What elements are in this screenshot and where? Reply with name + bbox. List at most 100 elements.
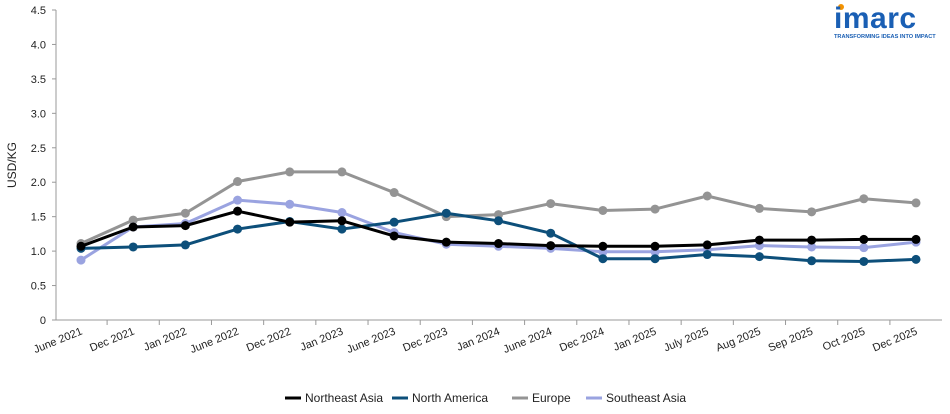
legend-item-southeast-asia: Southeast Asia — [586, 391, 686, 405]
chart-axes — [55, 10, 942, 321]
series-northeast-asia — [76, 206, 921, 251]
data-point — [76, 241, 86, 251]
data-point — [546, 241, 556, 251]
legend-label: Europe — [532, 391, 571, 405]
data-point — [233, 195, 243, 205]
logo-tagline: TRANSFORMING IDEAS INTO IMPACT — [834, 34, 936, 40]
y-axis-label: USD/KG — [5, 142, 19, 188]
x-tick-label: Jan 2025 — [612, 326, 658, 354]
data-point — [337, 216, 347, 226]
data-point — [389, 217, 399, 227]
data-point — [546, 199, 556, 209]
data-point — [650, 254, 660, 264]
data-point — [180, 240, 190, 250]
data-point — [128, 242, 138, 252]
data-point — [859, 256, 869, 266]
x-tick-label: June 2023 — [345, 326, 397, 356]
x-tick-label: July 2025 — [662, 326, 710, 355]
legend-item-north-america: North America — [392, 391, 488, 405]
data-point — [233, 177, 243, 187]
data-point — [128, 222, 138, 232]
y-tick-label: 4.5 — [31, 5, 46, 17]
x-tick-label: Dec 2022 — [245, 326, 293, 355]
data-point — [807, 235, 817, 245]
data-point — [911, 254, 921, 264]
data-point — [128, 215, 138, 225]
legend-label: North America — [412, 391, 488, 405]
data-point — [389, 231, 399, 241]
x-tick-label: Jan 2024 — [455, 326, 501, 354]
legend-item-northeast-asia: Northeast Asia — [285, 391, 383, 405]
y-axis-ticks: 0 0.5 1.0 1.5 2.0 2.5 3.0 3.5 4.0 4.5 — [31, 5, 56, 327]
data-point — [494, 210, 503, 220]
logo-wordmark: imarc — [834, 2, 917, 35]
data-point — [754, 252, 764, 262]
data-point — [337, 208, 347, 218]
logo-dot — [838, 4, 844, 10]
x-tick-label: Dec 2024 — [558, 326, 606, 355]
x-axis-ticks: June 2021 Dec 2021 Jan 2022 June 2022 Dec 20… — [32, 320, 919, 356]
data-point — [859, 243, 869, 253]
data-point — [807, 256, 817, 266]
chart-series — [76, 167, 921, 266]
data-point — [337, 167, 347, 177]
data-point — [285, 199, 295, 209]
data-point — [650, 204, 660, 214]
data-point — [911, 234, 921, 244]
data-point — [180, 208, 190, 218]
data-point — [389, 188, 399, 198]
y-tick-label: 3.0 — [31, 108, 46, 120]
x-tick-label: Jan 2022 — [142, 326, 188, 354]
data-point — [807, 207, 817, 217]
series-southeast-asia — [76, 195, 921, 265]
x-tick-label: Dec 2023 — [401, 326, 449, 355]
data-point — [754, 203, 764, 213]
data-point — [702, 240, 712, 250]
series-europe — [76, 167, 921, 249]
data-point — [337, 224, 347, 234]
data-point — [650, 241, 660, 251]
legend-label: Northeast Asia — [305, 391, 383, 405]
y-tick-label: 0 — [40, 315, 46, 327]
data-point — [285, 217, 295, 227]
x-tick-label: Dec 2021 — [88, 326, 136, 355]
y-tick-label: 4.0 — [31, 39, 46, 51]
data-point — [807, 242, 817, 252]
x-tick-label: June 2024 — [502, 326, 554, 356]
legend-item-europe: Europe — [512, 391, 571, 405]
data-point — [233, 206, 243, 216]
data-point — [441, 208, 451, 218]
data-point — [180, 221, 190, 231]
x-tick-label: Jan 2023 — [299, 326, 345, 354]
y-tick-label: 1.0 — [31, 246, 46, 258]
y-tick-label: 0.5 — [31, 281, 46, 293]
imarc-logo: imarc TRANSFORMING IDEAS INTO IMPACT — [830, 2, 936, 44]
legend-label: Southeast Asia — [606, 391, 686, 405]
chart-legend: Northeast Asia North America Europe Southea… — [285, 391, 686, 405]
data-point — [233, 224, 243, 234]
x-tick-label: Aug 2025 — [714, 326, 762, 355]
data-point — [598, 241, 608, 251]
data-point — [702, 250, 712, 260]
y-tick-label: 1.5 — [31, 212, 46, 224]
series-north-america — [76, 208, 921, 266]
data-point — [598, 254, 608, 264]
data-point — [911, 198, 921, 208]
x-tick-label: Sep 2025 — [767, 326, 815, 355]
x-tick-label: Dec 2025 — [871, 326, 919, 355]
x-tick-label: June 2022 — [189, 326, 241, 356]
x-tick-label: June 2021 — [32, 326, 84, 356]
data-point — [754, 235, 764, 245]
x-tick-label: Oct 2025 — [821, 326, 867, 354]
y-tick-label: 2.5 — [31, 143, 46, 155]
data-point — [546, 228, 556, 238]
data-point — [702, 191, 712, 201]
data-point — [494, 239, 503, 249]
data-point — [859, 194, 869, 204]
y-tick-label: 2.0 — [31, 177, 46, 189]
data-point — [598, 205, 608, 215]
data-point — [494, 216, 503, 226]
data-point — [441, 237, 451, 247]
data-point — [76, 255, 86, 265]
